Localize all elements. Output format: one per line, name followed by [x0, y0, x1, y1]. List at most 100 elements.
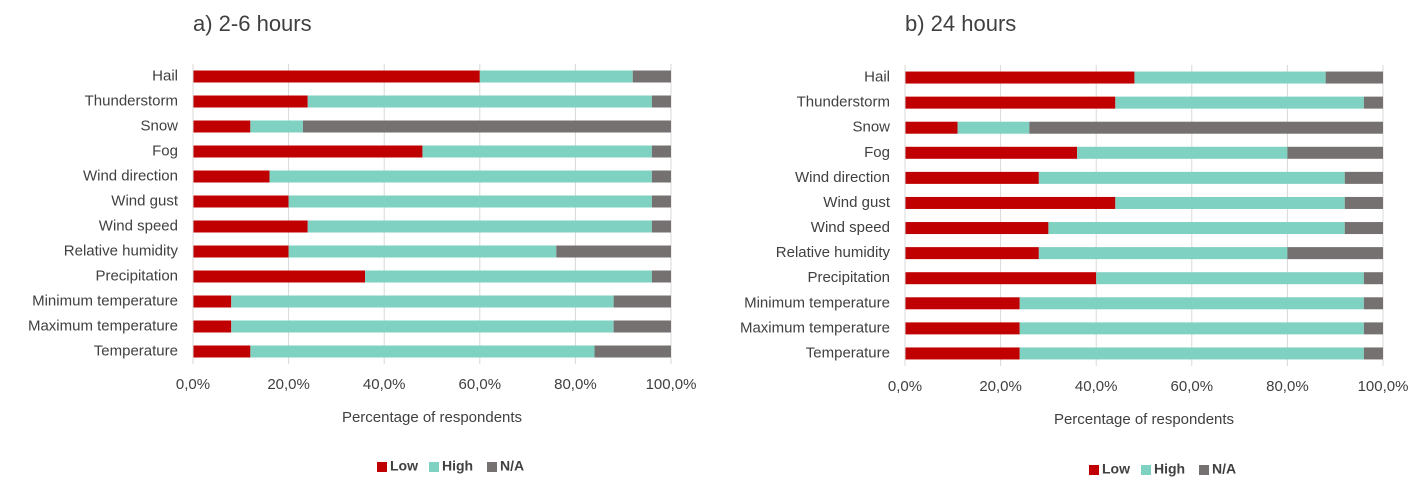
y-tick-label: Wind gust [823, 194, 891, 211]
x-tick-label: 80,0% [554, 376, 597, 393]
bar-segment [1344, 222, 1383, 235]
bar-segment [1029, 121, 1383, 134]
legend-swatch [377, 462, 387, 472]
x-tick-label: 40,0% [363, 376, 406, 393]
bar-segment [1363, 297, 1383, 310]
bar-segment [1038, 171, 1345, 184]
bar-segment [905, 272, 1097, 285]
x-tick-label: 60,0% [459, 376, 502, 393]
bar-segment [193, 320, 232, 333]
bar-segment [905, 297, 1020, 310]
bar-segment [231, 295, 614, 308]
bar-segment [250, 120, 303, 133]
bar-segment [905, 96, 1116, 109]
bar-segment [651, 220, 671, 233]
x-tick-label: 100,0% [646, 376, 697, 393]
bar-segment [1363, 322, 1383, 335]
bar-segment [1038, 247, 1288, 260]
bar-segment [302, 120, 671, 133]
legend-swatch [429, 462, 439, 472]
bar-segment [905, 121, 958, 134]
bar-segment [1134, 71, 1326, 84]
legend-label: High [442, 458, 473, 474]
legend-swatch [487, 462, 497, 472]
bar-segment [269, 170, 652, 183]
y-tick-label: Relative humidity [64, 242, 179, 259]
bar-segment [1363, 347, 1383, 360]
x-tick-label: 20,0% [267, 376, 310, 393]
legend-swatch [1199, 465, 1209, 475]
bar-segment [1287, 146, 1383, 159]
bar-segment [651, 270, 671, 283]
bar-segment [307, 220, 652, 233]
bar-segment [1115, 96, 1364, 109]
bar-segment [594, 345, 671, 358]
bar-segment [1019, 347, 1364, 360]
bar-segment [1363, 272, 1383, 285]
x-axis-label: Percentage of respondents [342, 409, 522, 426]
legend-label: Low [1102, 461, 1130, 477]
y-tick-label: Fog [864, 144, 890, 161]
bar-segment [288, 195, 652, 208]
bar-segment [613, 295, 671, 308]
bar-segment [1096, 272, 1364, 285]
chart-title: a) 2-6 hours [193, 11, 312, 36]
y-tick-label: Wind direction [795, 169, 890, 186]
bar-segment [1344, 196, 1383, 209]
bar-segment [1019, 322, 1364, 335]
bar-segment [1344, 171, 1383, 184]
x-tick-label: 20,0% [979, 378, 1022, 395]
bar-segment [905, 222, 1049, 235]
y-tick-label: Wind speed [811, 219, 890, 236]
bar-segment [288, 245, 557, 258]
bar-segment [1048, 222, 1345, 235]
bar-segment [193, 295, 232, 308]
bar-segment [905, 322, 1020, 335]
y-tick-label: Temperature [94, 342, 178, 359]
y-tick-label: Relative humidity [776, 244, 891, 261]
bar-segment [193, 345, 251, 358]
bar-segment [651, 170, 671, 183]
bar-segment [1363, 96, 1383, 109]
legend-label: Low [390, 458, 418, 474]
x-tick-label: 80,0% [1266, 378, 1309, 395]
bar-segment [250, 345, 595, 358]
bar-segment [193, 70, 480, 83]
bar-segment [193, 95, 308, 108]
y-tick-label: Thunderstorm [797, 94, 890, 111]
bar-segment [422, 145, 652, 158]
bar-segment [905, 247, 1039, 260]
bar-segment [193, 170, 270, 183]
x-tick-label: 0,0% [176, 376, 210, 393]
bar-segment [307, 95, 652, 108]
bar-segment [556, 245, 671, 258]
bar-segment [905, 71, 1135, 84]
bar-segment [1077, 146, 1288, 159]
legend-swatch [1141, 465, 1151, 475]
bar-segment [651, 95, 671, 108]
y-tick-label: Thunderstorm [85, 92, 178, 109]
bar-segment [613, 320, 671, 333]
bar-segment [1287, 247, 1383, 260]
y-tick-label: Precipitation [807, 269, 890, 286]
chart-title: b) 24 hours [905, 11, 1016, 36]
bar-segment [193, 220, 308, 233]
x-tick-label: 0,0% [888, 378, 922, 395]
y-tick-label: Wind speed [99, 217, 178, 234]
legend-label: High [1154, 461, 1185, 477]
y-tick-label: Wind direction [83, 167, 178, 184]
y-tick-label: Fog [152, 142, 178, 159]
bar-segment [1115, 196, 1345, 209]
legend-swatch [1089, 465, 1099, 475]
bar-segment [957, 121, 1030, 134]
x-axis-label: Percentage of respondents [1054, 411, 1234, 428]
y-tick-label: Hail [864, 69, 890, 86]
x-tick-label: 40,0% [1075, 378, 1118, 395]
y-tick-label: Precipitation [95, 267, 178, 284]
bar-segment [479, 70, 633, 83]
bar-segment [905, 171, 1039, 184]
y-tick-label: Snow [140, 117, 178, 134]
y-tick-label: Snow [852, 119, 890, 136]
bar-segment [193, 245, 289, 258]
